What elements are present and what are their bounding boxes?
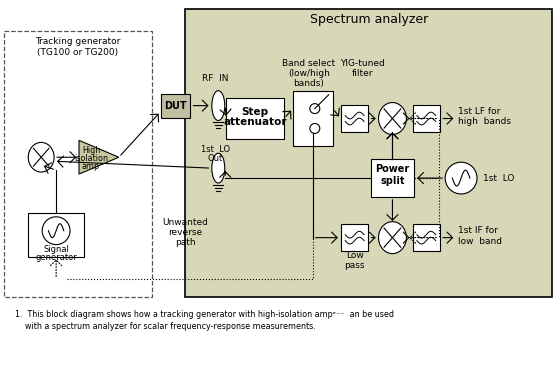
Ellipse shape: [212, 91, 225, 121]
Text: bands): bands): [293, 79, 324, 88]
Text: 1st IF for: 1st IF for: [458, 226, 498, 235]
Text: DUT: DUT: [164, 101, 187, 111]
Text: reverse: reverse: [169, 228, 203, 237]
Text: 1.  This block diagram shows how a tracking generator with high-isolation ampᵉ⁻⁻: 1. This block diagram shows how a tracki…: [15, 310, 394, 319]
Text: Tracking generator: Tracking generator: [35, 37, 121, 46]
Text: 1st LF for: 1st LF for: [458, 107, 501, 116]
Text: Power: Power: [375, 164, 409, 174]
Text: Unwanted: Unwanted: [162, 218, 208, 227]
Text: (TG100 or TG200): (TG100 or TG200): [38, 48, 119, 57]
Text: High: High: [82, 146, 100, 155]
Text: filter: filter: [352, 69, 374, 78]
Text: pass: pass: [344, 262, 365, 270]
Text: split: split: [380, 176, 405, 186]
Bar: [161, 94, 190, 118]
Text: 1st  LO: 1st LO: [200, 145, 230, 154]
Bar: [413, 224, 440, 251]
Text: YIG-tuned: YIG-tuned: [340, 59, 385, 68]
Text: 1st  LO: 1st LO: [483, 174, 515, 183]
Bar: [371, 159, 414, 197]
Text: RF  IN: RF IN: [202, 74, 228, 83]
Text: Band select: Band select: [282, 59, 335, 68]
Text: high  bands: high bands: [458, 118, 511, 127]
Ellipse shape: [212, 153, 225, 183]
Circle shape: [310, 124, 320, 133]
Text: generator: generator: [35, 254, 77, 262]
Text: Spectrum analyzer: Spectrum analyzer: [310, 13, 428, 26]
Text: Low: Low: [346, 251, 363, 260]
Circle shape: [445, 162, 477, 194]
Text: Out: Out: [208, 154, 223, 163]
Bar: [226, 98, 284, 139]
Bar: [293, 91, 333, 146]
Ellipse shape: [379, 102, 407, 135]
Bar: [413, 105, 440, 132]
Bar: [4, 31, 152, 297]
Circle shape: [310, 104, 320, 113]
Text: attenuator: attenuator: [223, 118, 287, 127]
Text: Signal: Signal: [43, 245, 69, 254]
Ellipse shape: [379, 222, 407, 254]
Text: low  band: low band: [458, 237, 502, 246]
Text: with a spectrum analyzer for scalar frequency-response measurements.: with a spectrum analyzer for scalar freq…: [15, 322, 316, 331]
Text: Step: Step: [241, 107, 269, 116]
Bar: [185, 9, 552, 297]
Text: (low/high: (low/high: [288, 69, 330, 78]
Bar: [28, 213, 84, 257]
Circle shape: [42, 217, 70, 245]
Ellipse shape: [28, 143, 54, 172]
Bar: [341, 105, 368, 132]
Text: isolation: isolation: [74, 154, 108, 163]
Text: path: path: [175, 238, 196, 246]
Bar: [341, 224, 368, 251]
Polygon shape: [79, 140, 119, 174]
Text: amp: amp: [82, 162, 100, 171]
